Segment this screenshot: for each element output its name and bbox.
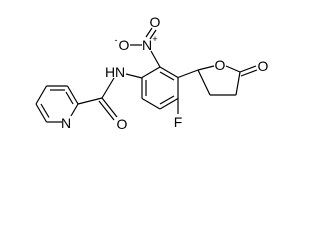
atom-label: N [142,37,152,53]
atom-label: O [119,37,130,53]
atom-label: H [105,64,115,80]
atom-label: O [215,57,226,73]
atom-labels: N O N H N + O - O F O O [61,14,269,132]
charge-label: - [115,35,118,45]
atom-label: N [61,115,71,131]
atom-label: O [117,116,128,132]
atom-label: N [115,64,125,80]
atom-label: F [174,114,183,130]
atom-label: O [150,14,161,30]
bonds [35,27,258,123]
atom-label: O [258,58,269,74]
page: N O N H N + O - O F O O (() => { const d… [35,14,269,132]
structure: N O N H N + O - O F O O [35,14,269,132]
charge-label: + [152,34,157,44]
